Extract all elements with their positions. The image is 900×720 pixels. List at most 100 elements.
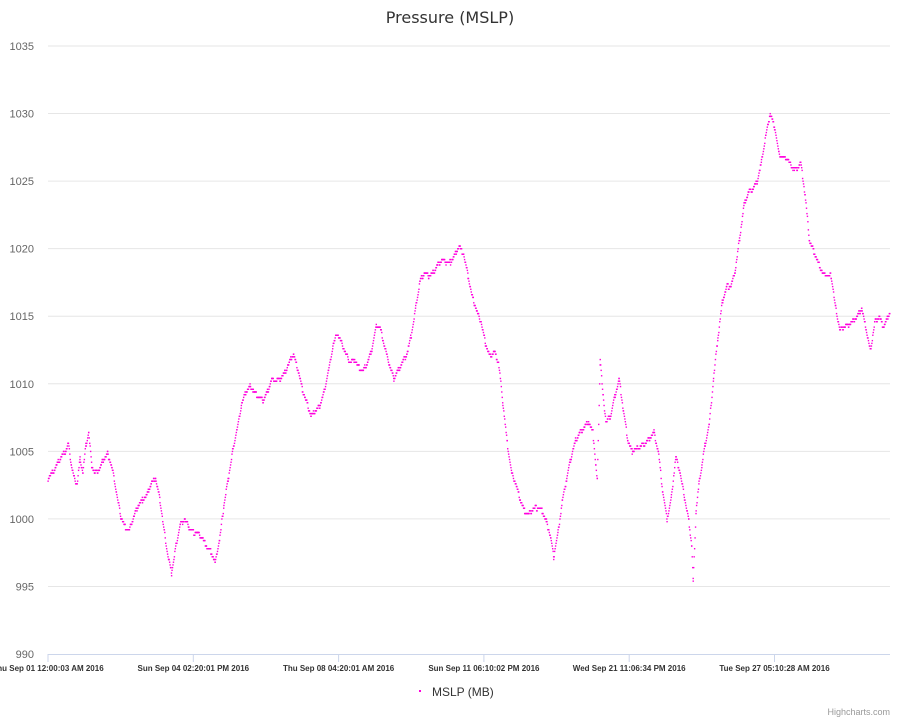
data-point bbox=[299, 377, 302, 380]
data-point bbox=[240, 407, 242, 409]
data-point bbox=[888, 315, 890, 318]
data-point bbox=[776, 142, 779, 145]
data-point bbox=[833, 296, 835, 299]
data-point bbox=[760, 164, 762, 166]
data-point bbox=[685, 504, 687, 507]
data-point bbox=[612, 404, 614, 407]
data-point bbox=[670, 499, 672, 501]
data-point bbox=[824, 272, 826, 274]
data-point bbox=[176, 539, 179, 542]
data-point bbox=[501, 396, 503, 399]
data-point bbox=[701, 464, 703, 466]
data-point bbox=[717, 339, 719, 342]
data-point bbox=[472, 296, 475, 299]
data-point bbox=[414, 307, 417, 309]
data-point bbox=[674, 458, 677, 461]
data-point bbox=[328, 364, 331, 366]
data-point bbox=[511, 472, 514, 474]
data-point bbox=[228, 477, 230, 480]
data-point bbox=[498, 369, 501, 372]
data-point bbox=[622, 407, 624, 409]
data-point bbox=[689, 529, 691, 531]
data-point bbox=[653, 431, 656, 434]
data-point bbox=[168, 558, 170, 561]
data-point bbox=[223, 502, 226, 504]
data-point bbox=[746, 196, 749, 199]
data-point bbox=[687, 515, 689, 517]
data-point bbox=[412, 326, 414, 328]
legend[interactable]: MSLP (MB) bbox=[419, 685, 494, 699]
data-point bbox=[93, 469, 95, 472]
data-point bbox=[872, 331, 874, 334]
data-point bbox=[872, 334, 874, 336]
data-point bbox=[149, 485, 152, 488]
data-point bbox=[736, 250, 739, 253]
data-point bbox=[184, 518, 186, 520]
data-point bbox=[231, 450, 234, 453]
data-point bbox=[104, 458, 106, 461]
data-point bbox=[851, 321, 854, 323]
data-point bbox=[219, 534, 221, 536]
data-point bbox=[665, 512, 668, 515]
data-point bbox=[696, 502, 698, 504]
data-point bbox=[114, 483, 116, 485]
data-point bbox=[251, 388, 254, 390]
data-point bbox=[853, 321, 856, 323]
data-point bbox=[373, 337, 375, 339]
data-point bbox=[681, 483, 684, 485]
data-point bbox=[674, 461, 676, 463]
data-point bbox=[710, 402, 713, 404]
data-point bbox=[374, 331, 376, 334]
data-point bbox=[617, 383, 619, 385]
data-point bbox=[141, 502, 144, 504]
data-point bbox=[881, 321, 883, 323]
data-point bbox=[661, 485, 663, 488]
credits-link[interactable]: Highcharts.com bbox=[827, 707, 890, 717]
data-point bbox=[128, 529, 131, 531]
data-point bbox=[710, 404, 712, 407]
data-point bbox=[69, 458, 72, 461]
data-point bbox=[308, 410, 311, 412]
data-point bbox=[423, 275, 425, 277]
data-point bbox=[866, 334, 868, 336]
data-point bbox=[375, 323, 378, 326]
data-point bbox=[608, 415, 611, 418]
data-point bbox=[604, 415, 607, 418]
legend-label-mslp[interactable]: MSLP (MB) bbox=[432, 685, 494, 699]
data-point bbox=[435, 266, 438, 269]
data-point bbox=[620, 396, 623, 399]
data-point bbox=[631, 448, 633, 450]
data-point bbox=[616, 385, 619, 388]
data-point bbox=[631, 453, 633, 455]
data-point bbox=[885, 321, 887, 323]
data-point bbox=[752, 188, 754, 191]
data-point bbox=[665, 510, 667, 512]
data-point bbox=[831, 280, 833, 282]
data-point bbox=[784, 156, 786, 158]
data-point bbox=[224, 499, 226, 501]
data-point bbox=[66, 445, 69, 447]
data-point bbox=[744, 202, 747, 204]
series-mslp[interactable] bbox=[47, 112, 891, 582]
data-point bbox=[340, 339, 343, 342]
data-point bbox=[137, 507, 139, 509]
data-point bbox=[798, 164, 801, 166]
data-point bbox=[708, 418, 711, 420]
data-point bbox=[806, 212, 808, 215]
data-point bbox=[289, 358, 291, 361]
data-point bbox=[598, 423, 600, 426]
data-point bbox=[239, 412, 241, 415]
data-point bbox=[666, 518, 668, 520]
data-point bbox=[508, 456, 510, 458]
data-point bbox=[516, 485, 518, 488]
data-point bbox=[71, 466, 73, 469]
data-point bbox=[720, 312, 722, 315]
data-point bbox=[178, 531, 180, 534]
data-point bbox=[697, 491, 699, 493]
data-point bbox=[158, 493, 161, 496]
data-point bbox=[745, 199, 748, 201]
data-point bbox=[415, 302, 418, 304]
data-point bbox=[344, 350, 347, 353]
data-point bbox=[684, 502, 687, 504]
data-point bbox=[98, 469, 101, 472]
